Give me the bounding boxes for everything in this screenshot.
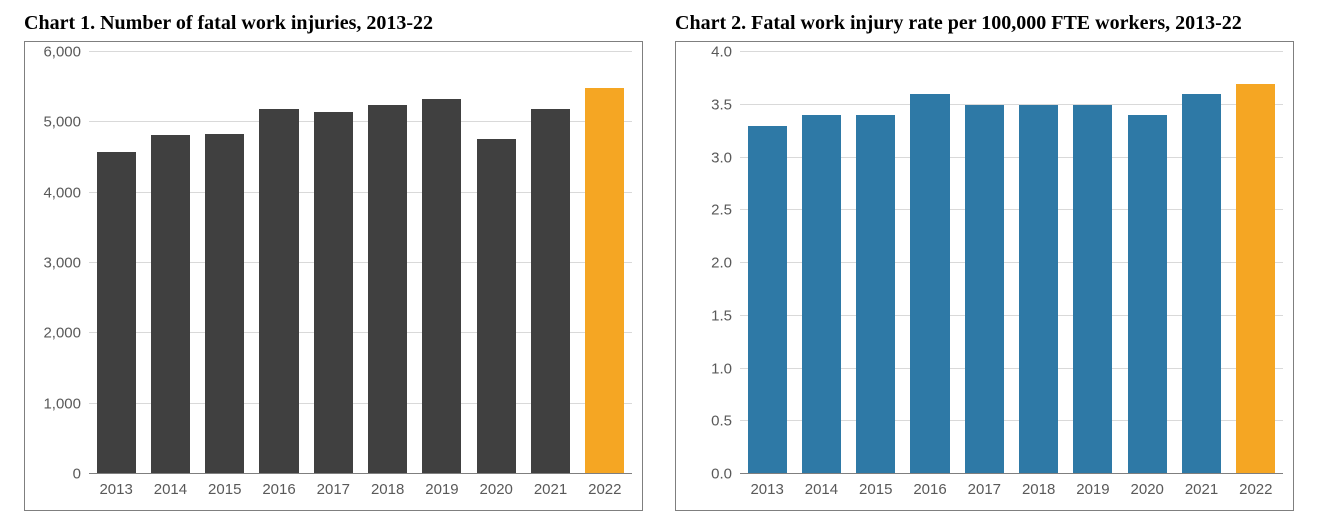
chart1-ytick: 5,000 (43, 115, 89, 130)
chart2-bar-slot: 2015 (849, 52, 903, 474)
chart1-bar (422, 99, 461, 474)
chart2-xtick: 2020 (1120, 474, 1174, 497)
chart2-panel: Chart 2. Fatal work injury rate per 100,… (675, 12, 1294, 511)
chart1-ytick: 4,000 (43, 185, 89, 200)
chart2-bar (802, 115, 841, 474)
charts-row: Chart 1. Number of fatal work injuries, … (0, 0, 1318, 527)
chart1-bar (205, 134, 244, 474)
chart2-ytick: 0.5 (711, 414, 740, 429)
chart2-bar (965, 105, 1004, 474)
chart2-xtick: 2016 (903, 474, 957, 497)
chart1-bar (314, 112, 353, 474)
chart1-bars: 2013201420152016201720182019202020212022 (89, 52, 632, 474)
chart1-baseline (89, 473, 632, 474)
chart1-bar-slot: 2020 (469, 52, 523, 474)
chart1-xtick: 2019 (415, 474, 469, 497)
chart2-baseline (740, 473, 1283, 474)
chart2-ytick: 0.0 (711, 467, 740, 482)
chart2-title: Chart 2. Fatal work injury rate per 100,… (675, 12, 1294, 35)
chart1-bar-slot: 2013 (89, 52, 143, 474)
chart1-xtick: 2018 (360, 474, 414, 497)
chart1-bar (531, 109, 570, 474)
chart1-bar-slot: 2021 (523, 52, 577, 474)
chart1-bar (477, 139, 516, 474)
chart1-bar-slot: 2018 (360, 52, 414, 474)
chart2-bar-slot: 2017 (957, 52, 1011, 474)
chart2-bar (748, 126, 787, 474)
chart1-bar-slot: 2019 (415, 52, 469, 474)
chart2-bar-slot: 2014 (794, 52, 848, 474)
chart2-bar-slot: 2019 (1066, 52, 1120, 474)
chart2-ytick: 2.0 (711, 256, 740, 271)
chart2-bar-slot: 2016 (903, 52, 957, 474)
chart1-xtick: 2021 (523, 474, 577, 497)
chart2-ytick: 4.0 (711, 45, 740, 60)
chart2-xtick: 2018 (1011, 474, 1065, 497)
chart1-bar-slot: 2016 (252, 52, 306, 474)
chart1-bar (97, 152, 136, 474)
chart1-xtick: 2016 (252, 474, 306, 497)
chart2-xtick: 2022 (1229, 474, 1283, 497)
chart1-panel: Chart 1. Number of fatal work injuries, … (24, 12, 643, 511)
chart2-bar-slot: 2020 (1120, 52, 1174, 474)
chart1-ytick: 2,000 (43, 326, 89, 341)
chart2-bar (910, 94, 949, 474)
chart2-xtick: 2015 (849, 474, 903, 497)
chart2-plot: 0.0 0.5 1.0 1.5 2.0 2.5 3.0 3.5 4.0 201320142015… (675, 41, 1294, 511)
chart1-title: Chart 1. Number of fatal work injuries, … (24, 12, 643, 35)
chart1-bar-slot: 2014 (143, 52, 197, 474)
chart2-xtick: 2019 (1066, 474, 1120, 497)
chart1-bar-slot: 2022 (578, 52, 632, 474)
chart1-bar (151, 135, 190, 474)
chart1-bar (368, 105, 407, 474)
chart1-ytick: 6,000 (43, 45, 89, 60)
chart1-xtick: 2015 (198, 474, 252, 497)
chart2-xtick: 2017 (957, 474, 1011, 497)
chart1-bar (259, 109, 298, 474)
chart2-ytick: 3.0 (711, 150, 740, 165)
chart1-plot-inner: 01,0002,0003,0004,0005,0006,000 20132014… (89, 52, 632, 474)
chart2-bar (1019, 105, 1058, 474)
chart2-bar (1073, 105, 1112, 474)
chart2-bars: 2013201420152016201720182019202020212022 (740, 52, 1283, 474)
chart2-bar-slot: 2018 (1011, 52, 1065, 474)
chart2-bar-slot: 2022 (1229, 52, 1283, 474)
chart2-plot-inner: 0.00.51.01.52.02.53.03.54.0 201320142015… (740, 52, 1283, 474)
chart2-ytick: 3.5 (711, 97, 740, 112)
chart2-bar (1128, 115, 1167, 474)
chart2-xtick: 2014 (794, 474, 848, 497)
chart1-ytick: 1,000 (43, 396, 89, 411)
chart2-ytick: 1.5 (711, 308, 740, 323)
chart1-xtick: 2014 (143, 474, 197, 497)
chart2-xtick: 2021 (1174, 474, 1228, 497)
chart1-ytick: 3,000 (43, 256, 89, 271)
chart2-ytick: 1.0 (711, 361, 740, 376)
chart2-bar-slot: 2013 (740, 52, 794, 474)
chart1-bar (585, 88, 624, 474)
chart2-bar-slot: 2021 (1174, 52, 1228, 474)
chart2-bar (1236, 84, 1275, 474)
chart1-bar-slot: 2015 (198, 52, 252, 474)
chart1-xtick: 2013 (89, 474, 143, 497)
chart1-ytick: 0 (73, 467, 89, 482)
chart1-xtick: 2022 (578, 474, 632, 497)
chart1-bar-slot: 2017 (306, 52, 360, 474)
chart2-xtick: 2013 (740, 474, 794, 497)
chart2-bar (856, 115, 895, 474)
chart1-xtick: 2020 (469, 474, 523, 497)
chart2-ytick: 2.5 (711, 203, 740, 218)
chart1-xtick: 2017 (306, 474, 360, 497)
chart1-plot: 0 1,000 2,000 3,000 4,000 5,000 6,000 20132014… (24, 41, 643, 511)
chart2-bar (1182, 94, 1221, 474)
